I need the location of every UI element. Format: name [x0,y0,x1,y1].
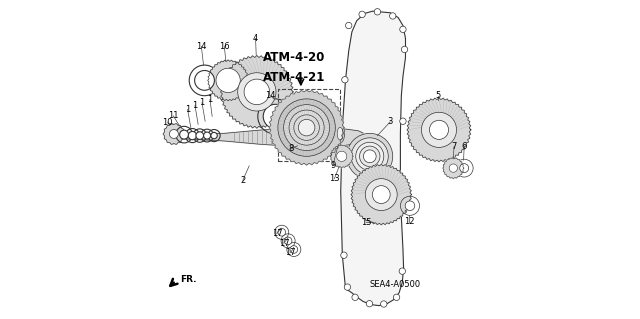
Text: 17: 17 [285,248,296,257]
Circle shape [347,133,393,179]
Circle shape [366,300,372,307]
Circle shape [237,73,276,111]
Text: 1: 1 [193,101,198,110]
Polygon shape [207,60,248,101]
Text: ATM-4-20: ATM-4-20 [262,51,325,64]
Text: 17: 17 [271,229,282,238]
Circle shape [364,150,376,163]
Circle shape [351,138,388,175]
Polygon shape [340,11,406,306]
Circle shape [284,105,330,151]
Circle shape [298,119,315,136]
Circle shape [294,115,319,140]
Polygon shape [443,158,464,179]
Circle shape [342,77,348,83]
Text: 1: 1 [207,95,212,104]
Polygon shape [351,164,412,225]
Circle shape [204,132,211,139]
Circle shape [188,131,196,140]
Text: 8: 8 [288,145,293,153]
Circle shape [429,120,449,139]
Circle shape [278,228,285,236]
Text: 1: 1 [199,98,205,107]
Circle shape [344,284,351,290]
Polygon shape [269,90,344,165]
Polygon shape [221,56,293,128]
Circle shape [381,301,387,307]
Polygon shape [182,128,363,147]
Circle shape [346,22,352,29]
Text: 6: 6 [461,142,467,151]
Circle shape [356,142,384,170]
Circle shape [170,130,179,138]
Text: 3: 3 [387,117,393,126]
Circle shape [365,179,397,211]
Circle shape [244,79,269,105]
Polygon shape [330,145,353,168]
Circle shape [216,68,240,93]
Text: FR.: FR. [180,275,196,284]
Polygon shape [407,98,471,162]
Text: 10: 10 [163,118,173,127]
Text: 12: 12 [404,217,415,226]
Bar [278,89,340,161]
Circle shape [405,201,415,211]
Circle shape [372,186,390,204]
Circle shape [352,294,358,300]
Circle shape [401,46,408,53]
Text: 16: 16 [219,42,230,51]
Text: 14: 14 [266,91,276,100]
Circle shape [290,129,306,145]
Circle shape [360,146,380,167]
Text: 11: 11 [168,111,179,120]
Circle shape [400,26,406,33]
Text: 2: 2 [240,176,245,185]
Circle shape [359,11,365,18]
Text: ATM-4-21: ATM-4-21 [262,71,325,84]
Circle shape [289,110,324,145]
Circle shape [284,237,292,245]
Text: 9: 9 [330,161,335,170]
Circle shape [211,132,218,139]
Text: 1: 1 [185,105,190,114]
Circle shape [278,99,335,156]
Circle shape [401,207,407,214]
Circle shape [394,294,400,300]
Text: 15: 15 [361,218,371,227]
Circle shape [460,164,468,173]
Circle shape [294,133,301,141]
Circle shape [374,9,381,15]
Circle shape [400,118,406,124]
Circle shape [290,246,298,253]
Ellipse shape [335,124,344,143]
Circle shape [180,130,189,139]
Circle shape [340,252,347,258]
Text: SEA4-A0500: SEA4-A0500 [369,280,420,289]
Text: 13: 13 [329,174,340,183]
Text: 17: 17 [278,239,289,248]
Circle shape [263,104,287,129]
Circle shape [195,70,214,90]
Circle shape [399,268,406,274]
Text: 14: 14 [196,42,207,51]
Circle shape [449,164,458,172]
Text: 7: 7 [451,142,457,151]
Circle shape [337,151,347,161]
Circle shape [422,112,456,147]
Polygon shape [163,123,184,145]
Text: 5: 5 [435,91,441,100]
Circle shape [196,132,204,139]
Text: 4: 4 [253,34,258,43]
Circle shape [390,13,396,19]
Ellipse shape [337,127,343,140]
